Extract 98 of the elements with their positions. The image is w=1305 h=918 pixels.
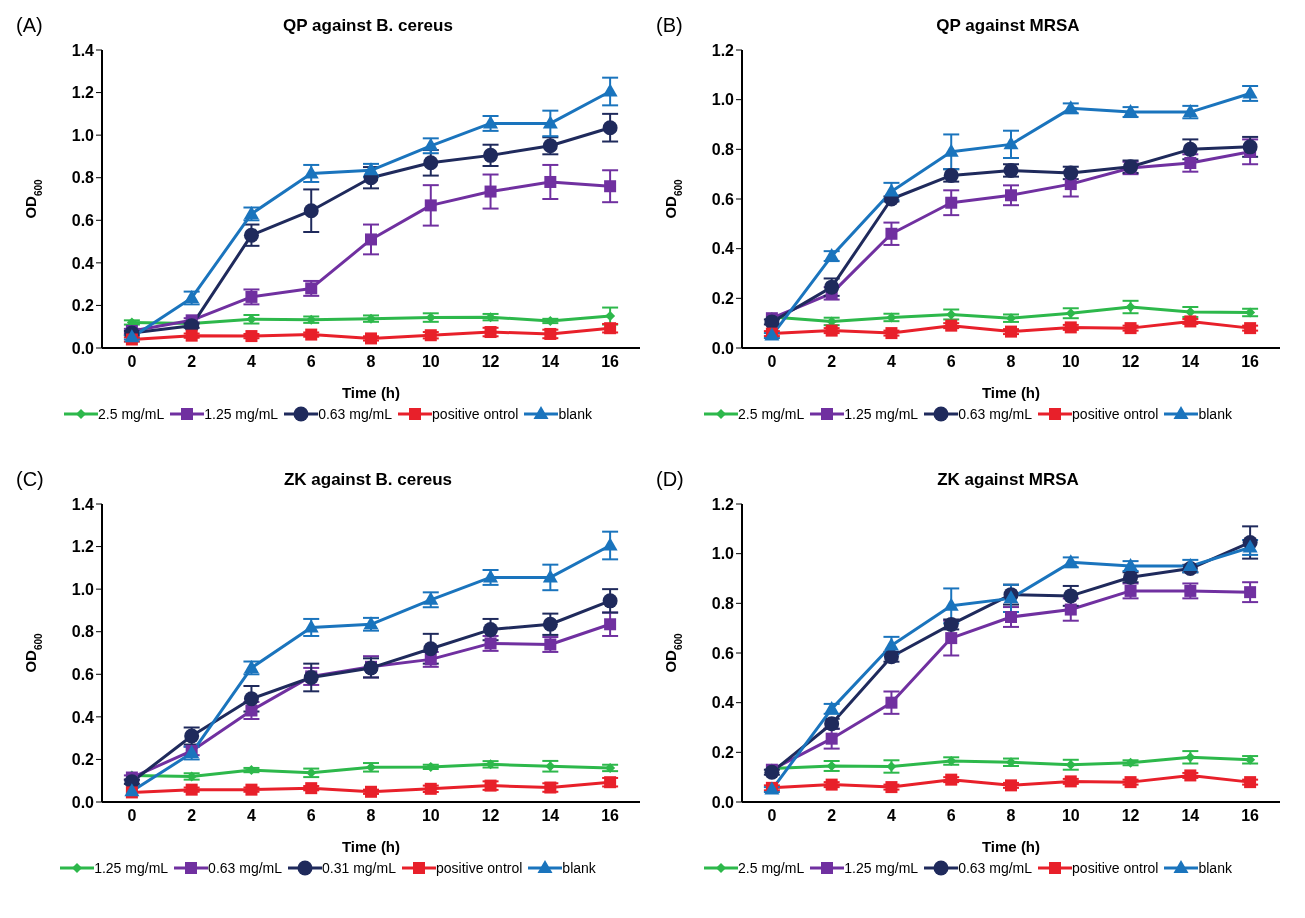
legend-label: 2.5 mg/mL <box>738 860 805 876</box>
legend-label: 1.25 mg/mL <box>204 406 279 422</box>
x-tick-label: 14 <box>541 353 560 371</box>
x-axis-title: Time (h) <box>981 838 1041 855</box>
chart-title: ZK against B. cereus <box>283 470 453 489</box>
x-tick-label: 14 <box>541 807 560 825</box>
x-tick-label: 2 <box>187 353 197 371</box>
x-tick-label: 12 <box>481 353 500 371</box>
y-tick-label: 0.6 <box>711 190 735 208</box>
y-tick-label: 1.4 <box>71 495 95 513</box>
y-tick-label: 0.6 <box>711 644 735 662</box>
legend-label: blank <box>1198 406 1232 422</box>
x-tick-label: 16 <box>601 353 620 371</box>
x-tick-label: 10 <box>421 807 440 825</box>
legend-label: 0.31 mg/mL <box>322 860 396 876</box>
x-tick-label: 0 <box>767 353 777 371</box>
y-tick-label: 0.4 <box>71 254 95 272</box>
legend-label: blank <box>562 860 596 876</box>
x-tick-label: 0 <box>767 807 777 825</box>
x-tick-label: 14 <box>1181 353 1200 371</box>
x-tick-label: 14 <box>1181 807 1200 825</box>
y-tick-label: 1.2 <box>71 538 95 556</box>
x-tick-label: 12 <box>481 807 500 825</box>
x-tick-label: 10 <box>1061 807 1080 825</box>
legend-label: positive ontrol <box>1072 406 1159 422</box>
y-tick-label: 1.0 <box>71 580 95 598</box>
y-tick-label: 0.2 <box>71 751 95 769</box>
y-tick-label: 0.8 <box>711 141 735 159</box>
x-tick-label: 10 <box>1061 353 1080 371</box>
x-tick-label: 8 <box>366 807 376 825</box>
x-axis-title: Time (h) <box>981 384 1041 401</box>
x-tick-label: 4 <box>246 353 256 371</box>
text: (C) <box>16 468 44 491</box>
legend-label: 1.25 mg/mL <box>94 860 169 876</box>
y-tick-label: 0.0 <box>71 339 95 357</box>
legend-label: positive ontrol <box>1072 860 1159 876</box>
x-tick-label: 6 <box>306 353 316 371</box>
y-tick-label: 0.0 <box>711 793 735 811</box>
y-tick-label: 0.2 <box>711 744 735 762</box>
legend-label: 1.25 mg/mL <box>844 406 919 422</box>
y-tick-label: 0.2 <box>71 297 95 315</box>
legend-label: 2.5 mg/mL <box>98 406 165 422</box>
x-tick-label: 10 <box>421 353 440 371</box>
x-tick-label: 16 <box>601 807 620 825</box>
x-tick-label: 0 <box>127 807 137 825</box>
text: (D) <box>656 468 684 491</box>
y-tick-label: 1.0 <box>71 126 95 144</box>
chart-title: ZK against MRSA <box>937 470 1079 489</box>
y-tick-label: 0.0 <box>711 339 735 357</box>
y-tick-label: 1.0 <box>711 545 735 563</box>
legend-label: 2.5 mg/mL <box>738 406 805 422</box>
legend-label: positive ontrol <box>435 860 523 876</box>
y-tick-label: 1.2 <box>711 41 735 59</box>
x-axis-title: Time (h) <box>341 838 401 855</box>
x-tick-label: 16 <box>1241 353 1260 371</box>
x-tick-label: 4 <box>886 353 896 371</box>
legend-label: blank <box>1198 860 1232 876</box>
y-tick-label: 1.0 <box>711 91 735 109</box>
chart-title: QP against B. cereus <box>283 16 453 35</box>
x-tick-label: 16 <box>1241 807 1260 825</box>
y-tick-label: 0.2 <box>711 290 735 308</box>
x-tick-label: 2 <box>187 807 197 825</box>
x-tick-label: 8 <box>1006 353 1016 371</box>
y-tick-label: 0.4 <box>71 708 95 726</box>
x-axis-title: Time (h) <box>341 384 401 401</box>
y-tick-label: 0.8 <box>71 623 95 641</box>
legend-label: 1.25 mg/mL <box>844 860 919 876</box>
y-tick-label: 0.6 <box>71 665 95 683</box>
text: (B) <box>656 14 683 37</box>
x-tick-label: 8 <box>1006 807 1016 825</box>
legend-label: 0.63 mg/mL <box>958 860 1033 876</box>
y-tick-label: 0.4 <box>711 240 735 258</box>
x-tick-label: 0 <box>127 353 137 371</box>
y-tick-label: 0.8 <box>71 169 95 187</box>
y-tick-label: 1.4 <box>71 41 95 59</box>
y-tick-label: 0.4 <box>711 694 735 712</box>
x-tick-label: 6 <box>946 353 956 371</box>
legend-label: blank <box>558 406 592 422</box>
x-tick-label: 12 <box>1121 353 1140 371</box>
x-tick-label: 4 <box>246 807 256 825</box>
legend-label: 0.63 mg/mL <box>318 406 393 422</box>
y-tick-label: 0.0 <box>71 793 95 811</box>
x-tick-label: 2 <box>827 807 837 825</box>
x-tick-label: 8 <box>366 353 376 371</box>
y-tick-label: 0.6 <box>71 211 95 229</box>
y-tick-label: 1.2 <box>711 495 735 513</box>
legend-label: 0.63 mg/mL <box>958 406 1033 422</box>
chart-title: QP against MRSA <box>936 16 1080 35</box>
legend-label: 0.63 mg/mL <box>208 860 283 876</box>
y-tick-label: 1.2 <box>71 84 95 102</box>
x-tick-label: 6 <box>306 807 316 825</box>
text: (A) <box>16 14 43 37</box>
legend-label: positive ontrol <box>432 406 519 422</box>
x-tick-label: 12 <box>1121 807 1140 825</box>
y-tick-label: 0.8 <box>711 595 735 613</box>
x-tick-label: 4 <box>886 807 896 825</box>
x-tick-label: 2 <box>827 353 837 371</box>
x-tick-label: 6 <box>946 807 956 825</box>
